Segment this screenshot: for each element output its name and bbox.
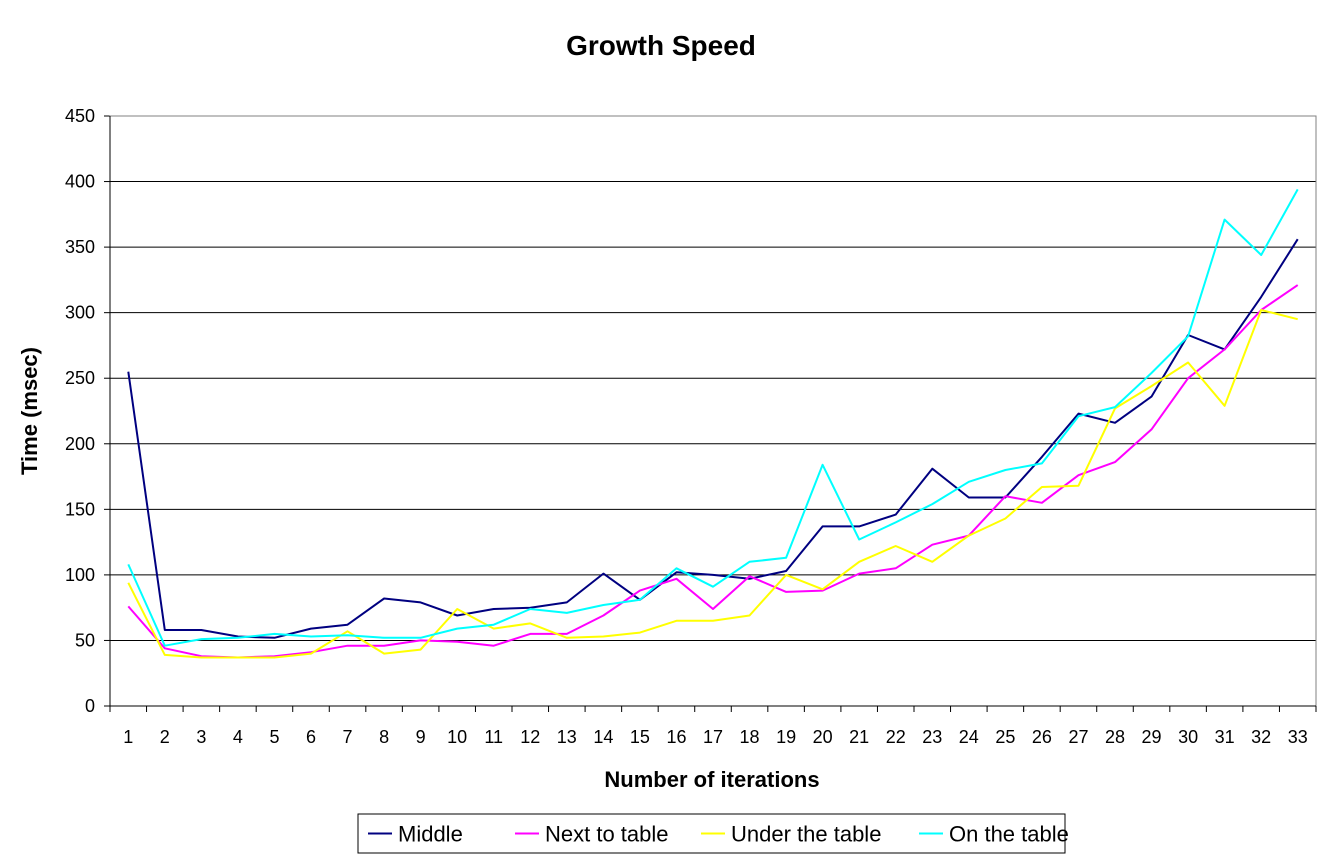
x-tick-label: 3 bbox=[196, 727, 206, 747]
y-tick-label: 200 bbox=[65, 434, 95, 454]
series-line-middle bbox=[127, 238, 1299, 639]
y-tick-label: 250 bbox=[65, 368, 95, 388]
y-tick-label: 150 bbox=[65, 499, 95, 519]
x-tick-label: 18 bbox=[740, 727, 760, 747]
chart-title: Growth Speed bbox=[566, 30, 756, 61]
x-tick-label: 11 bbox=[484, 727, 503, 747]
x-tick-label: 5 bbox=[269, 727, 279, 747]
x-tick-label: 17 bbox=[703, 727, 723, 747]
x-tick-label: 25 bbox=[995, 727, 1015, 747]
x-tick-label: 22 bbox=[886, 727, 906, 747]
y-axis-title: Time (msec) bbox=[17, 347, 42, 475]
x-tick-label: 1 bbox=[123, 727, 133, 747]
series-line-on-the-table bbox=[127, 188, 1299, 647]
x-tick-label: 31 bbox=[1215, 727, 1235, 747]
x-tick-label: 19 bbox=[776, 727, 796, 747]
x-tick-label: 10 bbox=[447, 727, 467, 747]
x-tick-label: 14 bbox=[593, 727, 613, 747]
y-tick-label: 300 bbox=[65, 303, 95, 323]
x-tick-label: 26 bbox=[1032, 727, 1052, 747]
y-tick-label: 100 bbox=[65, 565, 95, 585]
series-line-under-the-table bbox=[127, 309, 1298, 659]
legend-label: Next to table bbox=[545, 822, 669, 847]
legend-label: Under the table bbox=[731, 822, 881, 847]
legend-label: Middle bbox=[398, 822, 463, 847]
y-tick-label: 50 bbox=[75, 630, 95, 650]
x-tick-label: 4 bbox=[233, 727, 243, 747]
x-tick-label: 21 bbox=[849, 727, 869, 747]
x-tick-label: 29 bbox=[1142, 727, 1162, 747]
x-tick-label: 24 bbox=[959, 727, 979, 747]
x-tick-label: 20 bbox=[813, 727, 833, 747]
x-tick-label: 13 bbox=[557, 727, 577, 747]
legend: Middle Next to table Under the table On the… bbox=[357, 813, 1069, 854]
x-tick-label: 12 bbox=[520, 727, 540, 747]
x-tick-label: 2 bbox=[160, 727, 170, 747]
x-tick-label: 6 bbox=[306, 727, 316, 747]
legend-label: On the table bbox=[949, 822, 1069, 847]
series-line-next-to-table bbox=[127, 284, 1299, 659]
x-tick-label: 16 bbox=[666, 727, 686, 747]
x-tick-label: 32 bbox=[1251, 727, 1271, 747]
y-tick-label: 350 bbox=[65, 237, 95, 257]
x-tick-label: 15 bbox=[630, 727, 650, 747]
x-tick-label: 27 bbox=[1068, 727, 1088, 747]
x-tick-label: 28 bbox=[1105, 727, 1125, 747]
x-tick-label: 23 bbox=[922, 727, 942, 747]
x-tick-label: 8 bbox=[379, 727, 389, 747]
x-tick-label: 9 bbox=[416, 727, 426, 747]
y-tick-label: 450 bbox=[65, 106, 95, 126]
x-axis-title: Number of iterations bbox=[604, 767, 819, 792]
plot-background bbox=[110, 116, 1316, 706]
x-tick-label: 7 bbox=[343, 727, 353, 747]
x-tick-label: 33 bbox=[1288, 727, 1308, 747]
y-tick-label: 0 bbox=[85, 696, 95, 716]
y-tick-label: 400 bbox=[65, 172, 95, 192]
x-tick-label: 30 bbox=[1178, 727, 1198, 747]
